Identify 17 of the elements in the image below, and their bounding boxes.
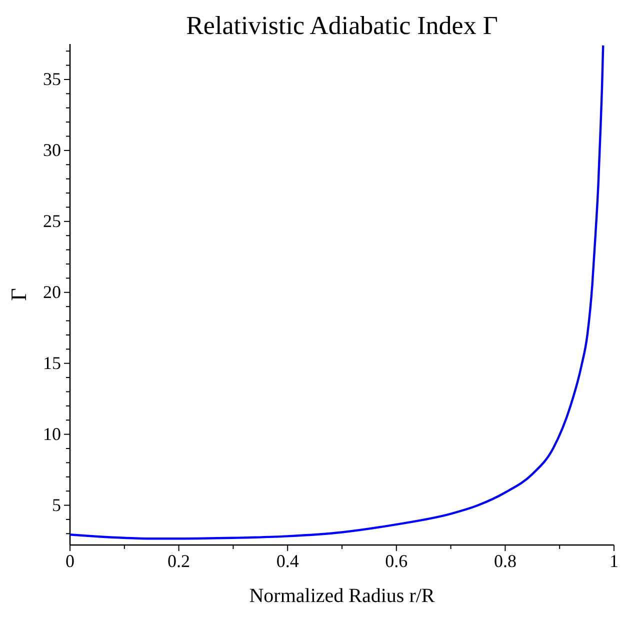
y-tick-label: 15 [43,353,61,374]
x-tick-label: 0.8 [494,550,516,571]
x-axis-title: Normalized Radius r/R [249,585,436,607]
y-tick-label: 25 [43,211,61,232]
x-tick-label: 0.4 [276,550,299,571]
line-series [68,44,604,540]
y-tick-label: 20 [43,282,61,302]
y-tick-label: 10 [43,424,61,444]
y-tick-label: 35 [43,69,61,90]
y-tick-label: 30 [43,140,61,160]
chart-title: Relativistic Adiabatic Index Γ [186,11,498,40]
x-tick-label: 0 [66,550,74,571]
y-tick-label: 5 [52,495,61,516]
x-tick-label: 1 [610,550,618,571]
x-tick-label: 0.2 [168,550,190,571]
y-axis-title: Γ [6,288,31,301]
x-tick-label: 0.6 [385,550,408,571]
